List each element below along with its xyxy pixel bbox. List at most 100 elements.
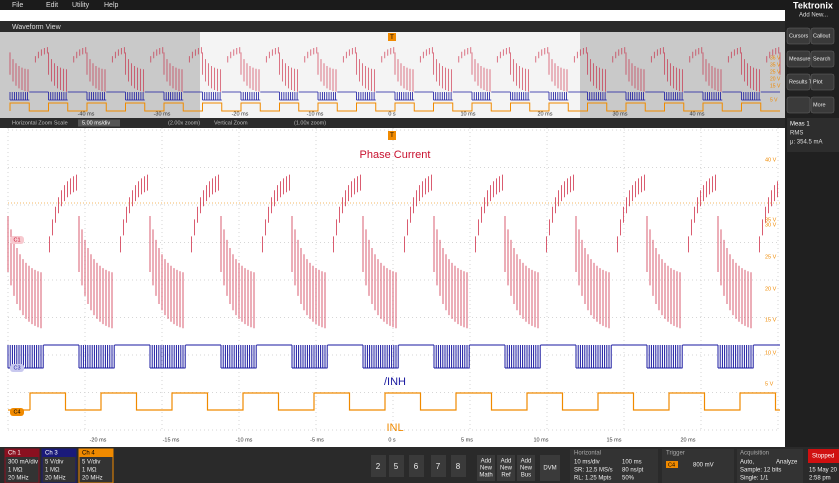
- side-button[interactable]: [810, 73, 835, 91]
- zoom-factor: (2.00x zoom): [168, 120, 200, 126]
- ref-button-label[interactable]: 2: [376, 462, 381, 471]
- time-label: 20 ms: [681, 437, 696, 443]
- ref-button-label[interactable]: 6: [414, 462, 419, 471]
- overview-ch3: [9, 91, 780, 101]
- channel-line: 20 MHz: [45, 476, 66, 482]
- zoom-bar: [0, 118, 785, 128]
- add-button[interactable]: [497, 455, 515, 481]
- channel-badge-label: C4: [13, 409, 20, 415]
- scale-label: 15 V: [765, 317, 777, 323]
- add-button-label: Add: [501, 459, 512, 465]
- side-button-label[interactable]: Measure: [789, 56, 810, 62]
- overview-trigger-marker: T: [390, 35, 394, 41]
- horizontal-title: Horizontal: [574, 451, 601, 457]
- channel-header: [42, 449, 76, 457]
- trigger-marker-bg: [388, 33, 396, 41]
- acquisition-box[interactable]: [737, 449, 803, 483]
- brand-logo: Tektronix: [793, 0, 833, 10]
- side-button-label[interactable]: Callout: [813, 33, 831, 39]
- side-button[interactable]: [786, 27, 811, 45]
- add-button-label: Add: [481, 459, 492, 465]
- add-button-label: Math: [479, 473, 492, 479]
- time-label: 5 ms: [461, 437, 473, 443]
- add-button[interactable]: [517, 455, 535, 481]
- overview-time-label: 0 s: [388, 111, 396, 117]
- meas-type: RMS: [790, 131, 803, 137]
- ref-button[interactable]: [451, 455, 466, 477]
- channel-line: 5 V/div: [45, 460, 63, 466]
- menu-item[interactable]: Utility: [72, 2, 90, 9]
- ref-button[interactable]: [389, 455, 404, 477]
- horizontal-line: SR: 12.5 MS/s: [574, 468, 613, 474]
- add-button-label: Add: [521, 459, 532, 465]
- ref-button-label[interactable]: 8: [456, 462, 461, 471]
- side-button[interactable]: [810, 27, 835, 45]
- ref-button-label[interactable]: 7: [436, 462, 441, 471]
- menu-item[interactable]: Help: [104, 2, 119, 9]
- meas-title: Meas 1: [790, 122, 810, 128]
- trigger-marker: T: [390, 133, 394, 139]
- channel-header: [79, 449, 113, 457]
- add-button-label: Ref: [501, 473, 511, 479]
- ref-button[interactable]: [409, 455, 424, 477]
- menu-item[interactable]: Edit: [46, 2, 58, 9]
- ref-button[interactable]: [371, 455, 386, 477]
- dvm-button[interactable]: [540, 455, 560, 481]
- acquisition-line: Single: 1/1: [740, 476, 769, 482]
- scale-label: 20 V: [765, 286, 777, 292]
- channel-line: 20 MHz: [82, 476, 103, 482]
- channel-line: 5 V/div: [82, 460, 100, 466]
- channel-line: 20 MHz: [8, 476, 29, 482]
- channel-line: 1 MΩ: [45, 468, 60, 474]
- ref-button-label[interactable]: 5: [394, 462, 399, 471]
- side-button-label[interactable]: Results Table: [789, 79, 822, 85]
- overview-time-label: 20 ms: [538, 111, 553, 117]
- add-button-label: New: [480, 466, 493, 472]
- acquisition-line: Analyze: [776, 460, 798, 466]
- side-button-label[interactable]: Search: [813, 56, 830, 62]
- add-button[interactable]: [477, 455, 495, 481]
- add-button-label: New: [500, 466, 513, 472]
- acquisition-line: Auto,: [740, 460, 754, 466]
- side-button[interactable]: [786, 50, 811, 68]
- side-button[interactable]: [786, 96, 811, 114]
- horizontal-line: 80 ns/pt: [622, 468, 644, 474]
- time-label: -5 ms: [310, 437, 324, 443]
- time-label: 15 ms: [607, 437, 622, 443]
- horizontal-line: RL: 1.25 Mpts: [574, 476, 611, 482]
- trigger-level: 800 mV: [693, 463, 714, 469]
- overview-scale-label: 35 V: [770, 62, 781, 68]
- zoom-value[interactable]: 5.00 ms/div: [82, 120, 110, 126]
- overview-time-label: 40 ms: [690, 111, 705, 117]
- time: 2:58 pm: [809, 476, 831, 482]
- channel-badge: [10, 408, 24, 416]
- side-button[interactable]: [810, 96, 835, 114]
- side-button-label[interactable]: Cursors: [789, 33, 809, 39]
- channel-line: 300 mA/div: [8, 460, 38, 466]
- side-button[interactable]: [810, 50, 835, 68]
- side-button-label[interactable]: Plot: [813, 79, 823, 85]
- meas-box: [787, 118, 839, 152]
- overview-ch1-spikes: [9, 47, 781, 92]
- side-button[interactable]: [786, 73, 811, 91]
- vertical-zoom-label: Vertical Zoom: [214, 120, 248, 126]
- menu-item[interactable]: File: [12, 2, 23, 9]
- overview-time-label: -30 ms: [154, 111, 171, 117]
- add-new[interactable]: Add New...: [799, 13, 828, 19]
- dvm-label[interactable]: DVM: [543, 466, 556, 472]
- time-label: -10 ms: [236, 437, 253, 443]
- scale-label: 40 V: [765, 157, 777, 163]
- scale-label: 30 V: [765, 222, 777, 228]
- status-box[interactable]: [808, 449, 839, 463]
- overview-scale-label: 25 V: [770, 69, 781, 75]
- horizontal-box[interactable]: [570, 449, 658, 483]
- ref-button[interactable]: [431, 455, 446, 477]
- channel-name: Ch 1: [8, 451, 21, 457]
- side-button-label[interactable]: More: [813, 102, 826, 108]
- overview-time-label: -40 ms: [78, 111, 95, 117]
- scale-label: 5 V: [765, 381, 774, 387]
- time-label: 0 s: [388, 437, 396, 443]
- scale-label: 10 V: [765, 350, 777, 356]
- scale-label: 25 V: [765, 254, 777, 260]
